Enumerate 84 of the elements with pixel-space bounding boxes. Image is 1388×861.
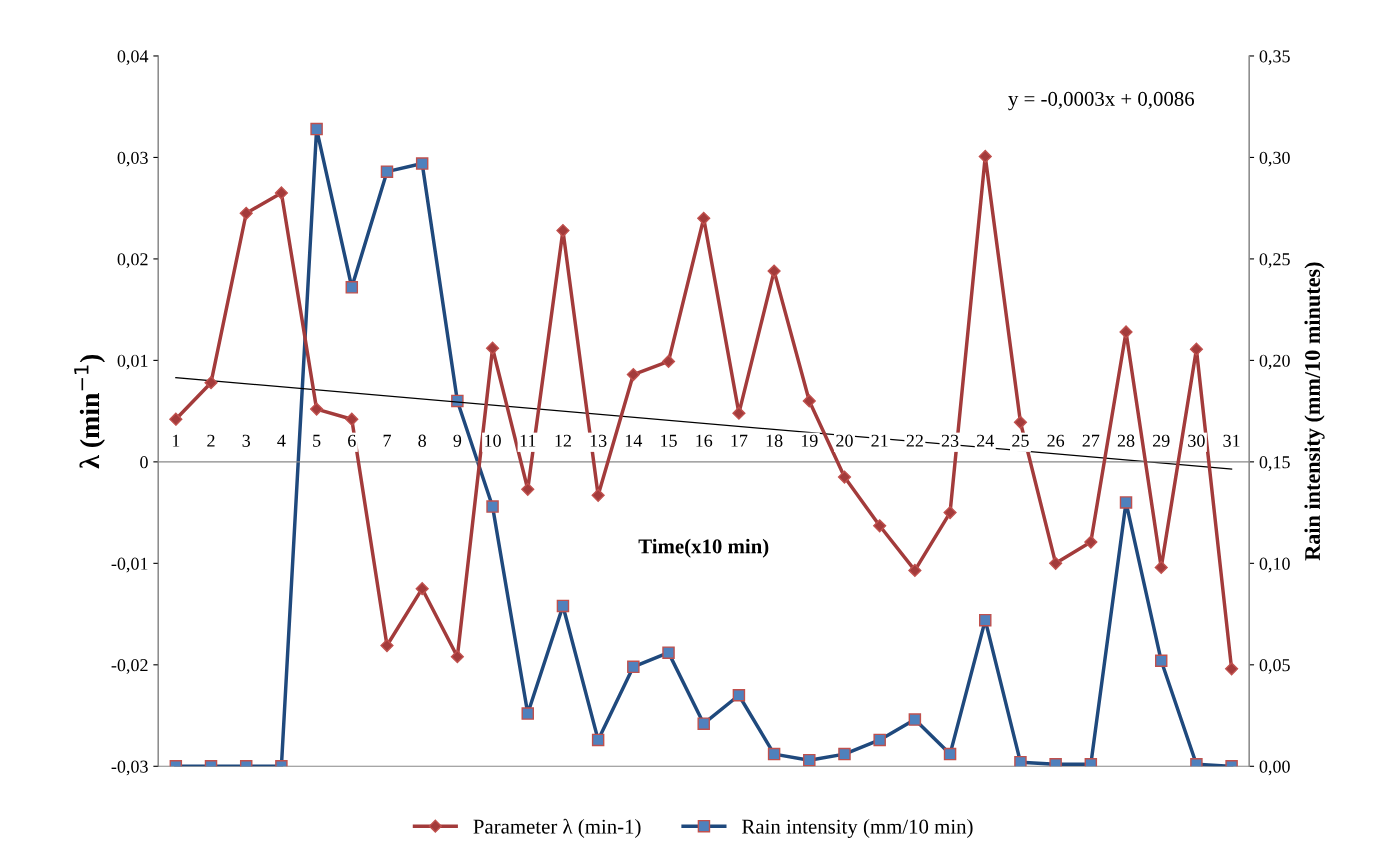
point	[1013, 415, 1028, 429]
point	[1049, 556, 1063, 570]
point	[274, 186, 288, 200]
x-tick-label: 6	[348, 434, 356, 447]
point	[1189, 342, 1203, 356]
x-tick-label: 4	[277, 434, 286, 447]
point	[697, 211, 711, 225]
x-tick-label: 30	[1188, 434, 1205, 447]
y2-tick-label: 0,05	[1259, 659, 1290, 674]
point	[978, 149, 992, 164]
x-tick-label: 14	[625, 434, 643, 447]
x-tick-label: 13	[590, 434, 607, 447]
y-tick-label: 0,03	[117, 151, 148, 167]
y-tick-label: 0,04	[117, 50, 149, 66]
point	[415, 582, 429, 596]
x-tick-label: 10	[485, 434, 501, 447]
y2-tick-label: 0,35	[1259, 50, 1290, 66]
point	[1154, 560, 1168, 574]
point	[591, 488, 605, 502]
point	[732, 406, 746, 420]
point	[1119, 325, 1133, 339]
x-tick-label: 2	[207, 434, 215, 447]
point	[556, 223, 570, 238]
y2-tick-label: 0,00	[1259, 760, 1290, 776]
legend-label: Rain intensity (mm/10 min)	[742, 818, 973, 838]
y-axis-title: λ (min$^{−1}$)	[74, 354, 105, 469]
point	[345, 412, 359, 426]
y2-tick-label: 0,10	[1259, 557, 1290, 573]
y2-tick-label: 0,30	[1259, 151, 1290, 167]
y-tick-label: -0,01	[111, 557, 148, 573]
point	[239, 206, 253, 220]
x-tick-label: 27	[1082, 434, 1100, 447]
x-tick-label: 12	[555, 434, 571, 447]
x-tick-label: 11	[520, 434, 536, 447]
point	[943, 506, 957, 520]
x-tick-label: 24	[977, 434, 994, 447]
y-tick-label: 0,01	[117, 354, 148, 370]
legend-label: Parameter λ (min-1)	[473, 818, 641, 838]
x-tick-label: 7	[383, 434, 391, 447]
y-tick-label: 0	[140, 456, 148, 469]
y2-tick-label: 0,25	[1259, 253, 1290, 268]
x-tick-label: 29	[1152, 434, 1170, 447]
point	[767, 264, 781, 278]
x-tick-label: 3	[242, 434, 251, 447]
x-tick-label: 9	[453, 434, 462, 447]
x-tick-label: 20	[836, 434, 853, 447]
point	[169, 412, 183, 426]
point	[1084, 535, 1098, 549]
x-tick-label: 17	[731, 434, 748, 447]
x-tick-label: 31	[1223, 434, 1240, 447]
y-tick-label: 0,02	[117, 253, 148, 268]
x-tick-label: 1	[172, 434, 180, 447]
y-tick-label: -0,02	[111, 659, 148, 674]
x-tick-label: 18	[766, 434, 783, 447]
point	[626, 368, 640, 382]
x-tick-label: 8	[418, 434, 426, 447]
x-tick-label: 25	[1012, 434, 1029, 447]
x-tick-label: 15	[661, 434, 677, 447]
x-tick-label: 19	[801, 434, 818, 447]
x-tick-label: 23	[941, 434, 959, 447]
point	[380, 638, 394, 653]
point	[521, 482, 535, 496]
y2-axis-title: Rain intensity (mm/10 minutes)	[1304, 262, 1325, 561]
point	[661, 354, 676, 368]
x-tick-label: 16	[696, 434, 713, 447]
point	[450, 650, 464, 664]
point	[873, 519, 887, 533]
point	[837, 470, 852, 484]
point	[204, 376, 218, 390]
y-tick-label: -0,03	[111, 760, 148, 776]
y2-tick-label: 0,20	[1259, 354, 1290, 370]
x-tick-label: 22	[906, 434, 923, 447]
point	[908, 563, 922, 578]
x-tick-label: 28	[1117, 434, 1135, 447]
x-tick-label: 21	[871, 434, 888, 447]
y2-tick-label: 0,15	[1259, 456, 1290, 471]
x-axis-title: Time(x10 min)	[638, 538, 769, 558]
x-tick-label: 26	[1047, 434, 1065, 447]
point	[802, 394, 816, 408]
annotation: y = -0,0003x + 0,0086	[1008, 91, 1195, 111]
point	[485, 341, 500, 355]
point	[1225, 662, 1239, 676]
point	[310, 402, 324, 416]
x-tick-label: 5	[313, 434, 321, 447]
